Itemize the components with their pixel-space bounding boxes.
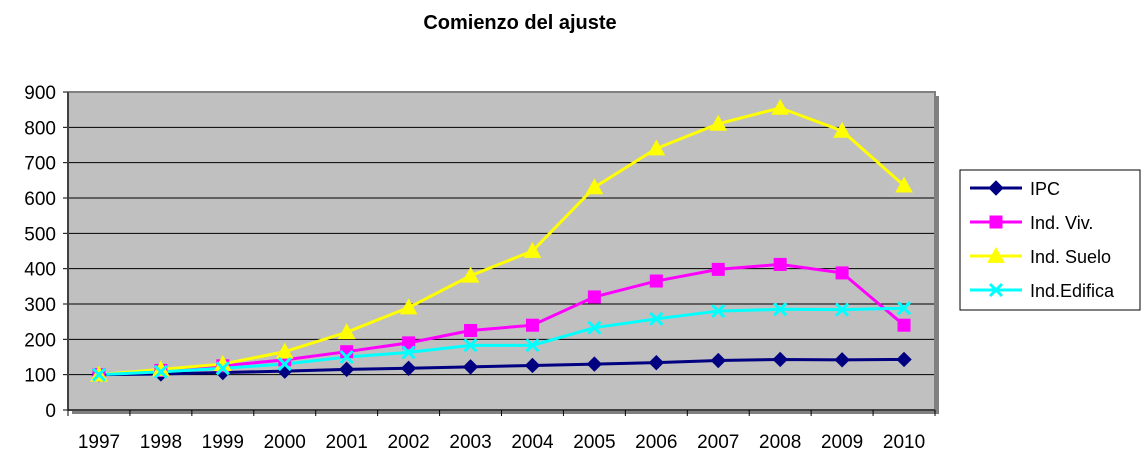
series-line-ind-viv bbox=[98, 262, 906, 377]
data-point-ipc-2001 bbox=[338, 361, 355, 378]
legend-label-ind-edifica: Ind.Edifica bbox=[1030, 281, 1115, 301]
data-point-ind-edifica-2009 bbox=[835, 302, 850, 317]
data-point-ind-viv-2009 bbox=[835, 266, 849, 280]
x-tick-label-2001: 2001 bbox=[326, 432, 368, 453]
y-tick-label-200: 200 bbox=[24, 330, 56, 351]
legend-marker-ind-suelo bbox=[987, 246, 1005, 263]
x-tick-label-2010: 2010 bbox=[883, 432, 925, 453]
data-point-ind-viv-2002 bbox=[402, 336, 416, 350]
x-tick-label-1997: 1997 bbox=[78, 432, 120, 453]
data-point-ind-suelo-2000 bbox=[275, 342, 294, 359]
data-point-ind-edifica-1999 bbox=[215, 361, 230, 376]
legend-label-ind-suelo: Ind. Suelo bbox=[1030, 247, 1111, 267]
data-point-ind-viv-2003 bbox=[464, 324, 478, 337]
y-tick-label-600: 600 bbox=[24, 189, 56, 210]
data-point-ind-edifica-2004 bbox=[525, 338, 540, 353]
x-tick-label-2002: 2002 bbox=[387, 432, 429, 453]
x-tick-label-2008: 2008 bbox=[759, 432, 801, 453]
data-point-ind-suelo-2001 bbox=[337, 323, 356, 340]
series-line-ind-edifica bbox=[98, 306, 905, 377]
series-line-ipc bbox=[98, 357, 905, 377]
data-point-ind-suelo-2007 bbox=[709, 114, 728, 131]
x-tick-label-1998: 1998 bbox=[140, 432, 182, 453]
data-point-ind-viv-2004 bbox=[525, 318, 539, 332]
data-point-ipc-2009 bbox=[834, 352, 850, 368]
plot-area: 0 100 200 300 400 500 600 700 800 900 1997 1998 1999… bbox=[24, 83, 939, 453]
y-tick-label-100: 100 bbox=[24, 366, 56, 387]
data-point-ind-edifica-2008 bbox=[773, 302, 788, 317]
data-point-ind-suelo-2008 bbox=[771, 98, 790, 115]
y-tick-label-0: 0 bbox=[45, 401, 56, 422]
data-point-ind-edifica-2002 bbox=[401, 345, 416, 360]
legend-label-ipc: IPC bbox=[1030, 179, 1060, 199]
data-point-ind-suelo-2004 bbox=[523, 241, 542, 258]
data-point-ipc-2010 bbox=[896, 351, 912, 368]
data-point-ipc-2002 bbox=[400, 360, 417, 377]
y-tick-label-500: 500 bbox=[24, 224, 56, 245]
data-point-ind-suelo-2006 bbox=[647, 139, 666, 156]
y-tick-label-800: 800 bbox=[24, 118, 56, 139]
legend-box bbox=[959, 169, 1141, 311]
data-point-ind-viv-2007 bbox=[711, 262, 725, 276]
legend-marker-ind-viv bbox=[989, 215, 1003, 229]
series-line-ind-suelo bbox=[98, 106, 906, 377]
data-point-ind-edifica-2003 bbox=[463, 338, 478, 353]
data-point-ipc-2006 bbox=[648, 354, 665, 371]
data-point-ipc-2004 bbox=[524, 357, 541, 374]
data-point-ind-viv-2008 bbox=[773, 257, 787, 271]
y-tick-label-700: 700 bbox=[24, 154, 56, 175]
data-point-ind-suelo-2009 bbox=[833, 121, 851, 138]
plot-background bbox=[68, 92, 935, 410]
data-point-ind-edifica-2010 bbox=[896, 301, 912, 316]
data-point-ind-edifica-2001 bbox=[339, 349, 354, 365]
chart-title: Comienzo del ajuste bbox=[423, 12, 617, 34]
data-point-ind-viv-2006 bbox=[649, 274, 663, 288]
x-tick-label-2000: 2000 bbox=[264, 432, 306, 453]
y-tick-label-900: 900 bbox=[24, 83, 56, 104]
data-point-ind-edifica-2000 bbox=[277, 357, 292, 372]
x-tick-label-2005: 2005 bbox=[573, 432, 615, 453]
x-tick-label-2003: 2003 bbox=[449, 432, 491, 453]
data-point-ind-suelo-2003 bbox=[461, 266, 480, 283]
legend-marker-ipc bbox=[988, 180, 1004, 196]
data-point-ind-suelo-2010 bbox=[895, 176, 913, 193]
x-tick-label-2007: 2007 bbox=[697, 432, 739, 453]
data-point-ipc-2005 bbox=[586, 356, 603, 372]
data-point-ind-edifica-1997 bbox=[91, 367, 107, 382]
data-point-ind-viv-2005 bbox=[587, 290, 601, 304]
data-point-ind-edifica-2006 bbox=[649, 311, 664, 326]
data-point-ind-edifica-2007 bbox=[711, 304, 726, 319]
x-tick-label-2006: 2006 bbox=[635, 432, 677, 453]
y-tick-label-300: 300 bbox=[24, 295, 56, 316]
data-point-ind-edifica-2005 bbox=[587, 320, 602, 335]
y-tick-label-400: 400 bbox=[24, 260, 56, 281]
x-tick-label-2004: 2004 bbox=[511, 432, 554, 453]
data-point-ipc-2007 bbox=[710, 352, 726, 369]
legend-label-ind-viv: Ind. Viv. bbox=[1030, 213, 1093, 233]
data-point-ipc-2003 bbox=[462, 359, 479, 375]
data-point-ind-suelo-2005 bbox=[585, 178, 604, 195]
x-tick-label-1999: 1999 bbox=[202, 432, 244, 453]
data-point-ind-viv-2010 bbox=[897, 318, 911, 332]
data-point-ipc-2008 bbox=[772, 351, 788, 368]
data-point-ind-suelo-2002 bbox=[399, 298, 418, 315]
legend-marker-ind-edifica bbox=[988, 282, 1004, 298]
legend: IPC Ind. Viv. Ind. Suelo Ind.Edifica bbox=[959, 169, 1141, 311]
x-tick-label-2009: 2009 bbox=[821, 432, 863, 453]
data-point-ind-edifica-1998 bbox=[153, 364, 168, 379]
